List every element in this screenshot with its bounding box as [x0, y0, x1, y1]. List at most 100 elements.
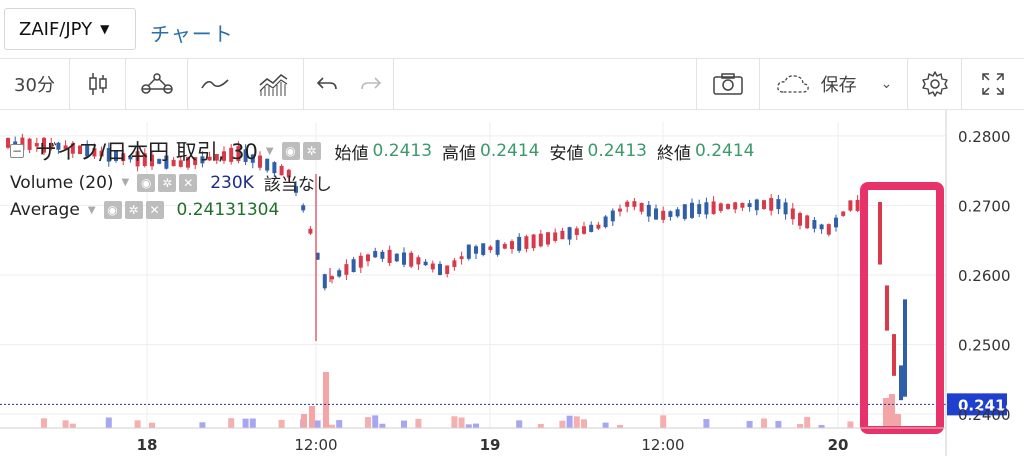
volume-note: 該当なし — [263, 175, 332, 195]
volume-bar — [602, 422, 609, 428]
candle-body — [711, 201, 716, 215]
candle-body — [582, 226, 586, 234]
volume-bar — [105, 417, 112, 428]
candle-body — [826, 224, 831, 235]
screenshot-button[interactable] — [696, 59, 760, 109]
interval-label: 30分 — [14, 75, 55, 96]
symbol-title: ザイフ/日本円 取引, 30 — [36, 140, 258, 164]
candle-body — [776, 199, 781, 210]
eye-icon[interactable]: ◉ — [137, 173, 156, 192]
candle-body — [70, 143, 75, 154]
candle-body — [848, 200, 853, 211]
last-price-badge — [947, 393, 1007, 416]
chevron-down-icon[interactable]: ▼ — [87, 204, 96, 216]
interval-button[interactable]: 30分 — [0, 59, 70, 109]
cloud-icon — [776, 75, 809, 93]
volume-bar — [804, 416, 811, 428]
candle-body — [128, 156, 133, 160]
candle-body — [819, 224, 824, 230]
compare-button[interactable] — [126, 59, 188, 109]
volume-bar — [617, 424, 623, 428]
volume-bar — [458, 417, 465, 428]
candle-body — [560, 230, 565, 240]
candle-body — [726, 204, 730, 209]
candle-body — [769, 198, 774, 211]
volume-bar — [895, 414, 901, 428]
candle-body — [63, 145, 68, 150]
x-tick-label: 12:00 — [294, 436, 337, 454]
pair-selector[interactable]: ZAIF/JPY ▼ — [4, 8, 136, 50]
undo-button[interactable] — [306, 59, 348, 109]
legend-volume: Volume (20) ▼ ◉ ✲ ✕ 230K 該当なし — [10, 170, 332, 196]
chevron-down-icon[interactable]: ▼ — [265, 145, 274, 157]
candle-body — [733, 202, 738, 210]
candle-body — [286, 169, 291, 178]
candle-body — [682, 204, 687, 219]
volume-bar — [889, 394, 895, 428]
chart-area[interactable]: 0.2414 0.2800 0.2700 0.2600 0.2500 0.2400 18 1… — [0, 110, 1024, 456]
volume-bar — [465, 424, 472, 428]
save-button[interactable]: 保存 ⌄ — [760, 59, 908, 109]
volume-bar — [401, 420, 407, 428]
candle-body — [78, 145, 82, 155]
indicators-button[interactable] — [188, 59, 242, 109]
candle-body — [200, 156, 205, 164]
gear-icon[interactable]: ✲ — [302, 142, 321, 160]
candle-body — [574, 228, 579, 235]
volume-bar — [278, 419, 285, 428]
volume-bar — [329, 424, 335, 428]
eye-icon[interactable]: ◉ — [281, 142, 300, 160]
candle-body — [366, 254, 370, 262]
x-tick-label: 18 — [137, 436, 158, 454]
gear-icon — [921, 71, 948, 97]
volume-bar — [309, 406, 315, 428]
candle-body — [308, 228, 313, 234]
candle-body — [697, 204, 702, 214]
candle-body — [855, 199, 860, 211]
candle-body — [178, 160, 183, 167]
gear-icon[interactable]: ✲ — [124, 201, 143, 219]
candle-type-button[interactable] — [70, 59, 126, 109]
volume-bar — [228, 418, 235, 428]
candle-body — [416, 257, 421, 265]
candle-body — [121, 153, 126, 161]
candle-body — [99, 150, 104, 157]
candle-body — [452, 260, 457, 267]
highlight-box — [860, 182, 944, 434]
candle-body — [531, 234, 536, 249]
candle-body — [610, 210, 615, 222]
fullscreen-button[interactable] — [962, 59, 1024, 109]
close-icon[interactable]: ✕ — [145, 201, 164, 219]
candle-body — [603, 216, 608, 228]
candle-body — [546, 232, 550, 245]
volume-bar — [818, 424, 825, 428]
collapse-icon[interactable]: − — [10, 144, 24, 158]
candle-body — [344, 264, 349, 275]
candle-body — [222, 151, 226, 161]
settings-button[interactable] — [908, 59, 962, 109]
close-icon[interactable]: ✕ — [179, 173, 198, 192]
price-chart[interactable]: 0.2414 0.2800 0.2700 0.2600 0.2500 0.2400 18 1… — [0, 110, 1024, 456]
gear-icon[interactable]: ✲ — [158, 173, 177, 192]
candle-body — [783, 202, 788, 215]
candle-body — [430, 263, 435, 270]
candle-body — [229, 147, 234, 162]
chevron-down-icon[interactable]: ▼ — [121, 177, 130, 188]
candle-body — [380, 251, 385, 259]
redo-button[interactable] — [348, 59, 394, 109]
y-tick-label: 0.2500 — [958, 337, 1011, 355]
candle-body — [409, 252, 414, 267]
y-tick-label: 0.2800 — [958, 128, 1011, 146]
undo-icon — [316, 77, 337, 90]
candle-body — [495, 240, 500, 255]
eye-icon[interactable]: ◉ — [103, 201, 122, 219]
candle-body — [754, 199, 759, 211]
y-tick-label: 0.2700 — [958, 197, 1011, 215]
chart-link[interactable]: チャート — [150, 22, 234, 46]
chevron-down-icon: ▼ — [100, 22, 110, 36]
candle-body — [517, 236, 522, 251]
templates-button[interactable] — [242, 59, 304, 109]
candle-body — [142, 153, 147, 167]
candle-body — [387, 249, 392, 263]
candle-body — [171, 159, 176, 167]
